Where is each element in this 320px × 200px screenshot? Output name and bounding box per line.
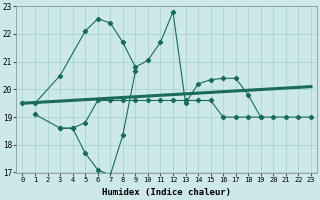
X-axis label: Humidex (Indice chaleur): Humidex (Indice chaleur) — [102, 188, 231, 197]
